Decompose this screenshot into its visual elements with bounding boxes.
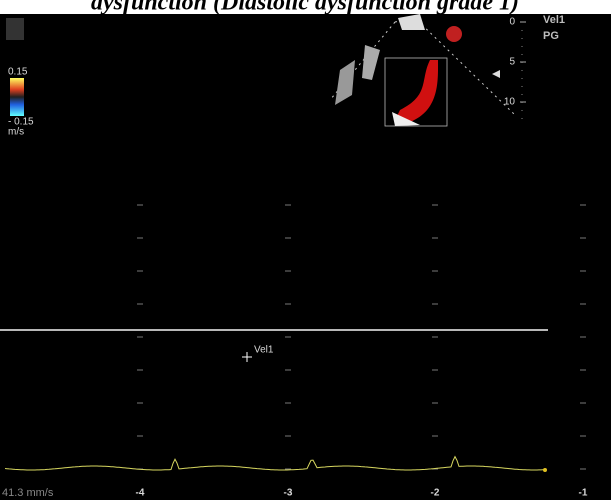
sweep-speed: 41.3 mm/s [2,487,54,499]
ultrasound-screen: dysfunction (Diastolic dysfunction grade… [0,0,611,500]
marker-label: Vel1 [254,345,274,356]
color-bar [10,78,24,116]
color-unit: m/s [8,127,24,138]
corner-icon [6,18,24,40]
color-max: 0.15 [8,67,28,78]
depth-label: 10 [504,97,516,108]
depth-label: 0 [509,17,515,28]
time-label: -2 [431,488,440,499]
time-label: -4 [136,488,145,499]
ecg-marker [543,468,547,472]
background [0,0,611,500]
time-label: -1 [579,488,588,499]
ultrasound-image: dysfunction (Diastolic dysfunction grade… [0,0,611,500]
header-label: PG [543,30,559,42]
caption: dysfunction (Diastolic dysfunction grade… [91,0,519,16]
time-label: -3 [284,488,293,499]
header-label: Vel1 [543,14,565,26]
depth-label: 5 [509,57,515,68]
